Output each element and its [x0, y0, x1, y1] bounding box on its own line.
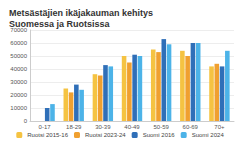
svg-text:Suomi 2016: Suomi 2016 — [143, 132, 176, 138]
svg-text:Suomi 2024: Suomi 2024 — [192, 132, 225, 138]
svg-text:50-59: 50-59 — [153, 124, 169, 130]
svg-text:18-29: 18-29 — [66, 124, 82, 130]
svg-text:Metsästäjien ikäjakauman kehit: Metsästäjien ikäjakauman kehitys — [9, 8, 156, 18]
svg-text:60000: 60000 — [10, 40, 27, 46]
svg-text:20000: 20000 — [10, 92, 27, 98]
svg-text:70000: 70000 — [10, 27, 27, 33]
svg-text:0-17: 0-17 — [39, 124, 52, 130]
svg-text:10000: 10000 — [10, 105, 27, 111]
svg-text:40-49: 40-49 — [124, 124, 140, 130]
svg-text:60-69: 60-69 — [183, 124, 199, 130]
svg-text:70+: 70+ — [214, 124, 225, 130]
svg-text:Suomessa ja Ruotsissa: Suomessa ja Ruotsissa — [9, 19, 111, 29]
svg-text:30000: 30000 — [10, 79, 27, 85]
svg-text:Ruotsi 2023-24: Ruotsi 2023-24 — [85, 132, 126, 138]
svg-text:Ruotsi 2015-16: Ruotsi 2015-16 — [27, 132, 68, 138]
svg-text:30-39: 30-39 — [95, 124, 111, 130]
svg-text:50000: 50000 — [10, 53, 27, 59]
svg-text:0: 0 — [24, 118, 28, 124]
svg-text:40000: 40000 — [10, 66, 27, 72]
